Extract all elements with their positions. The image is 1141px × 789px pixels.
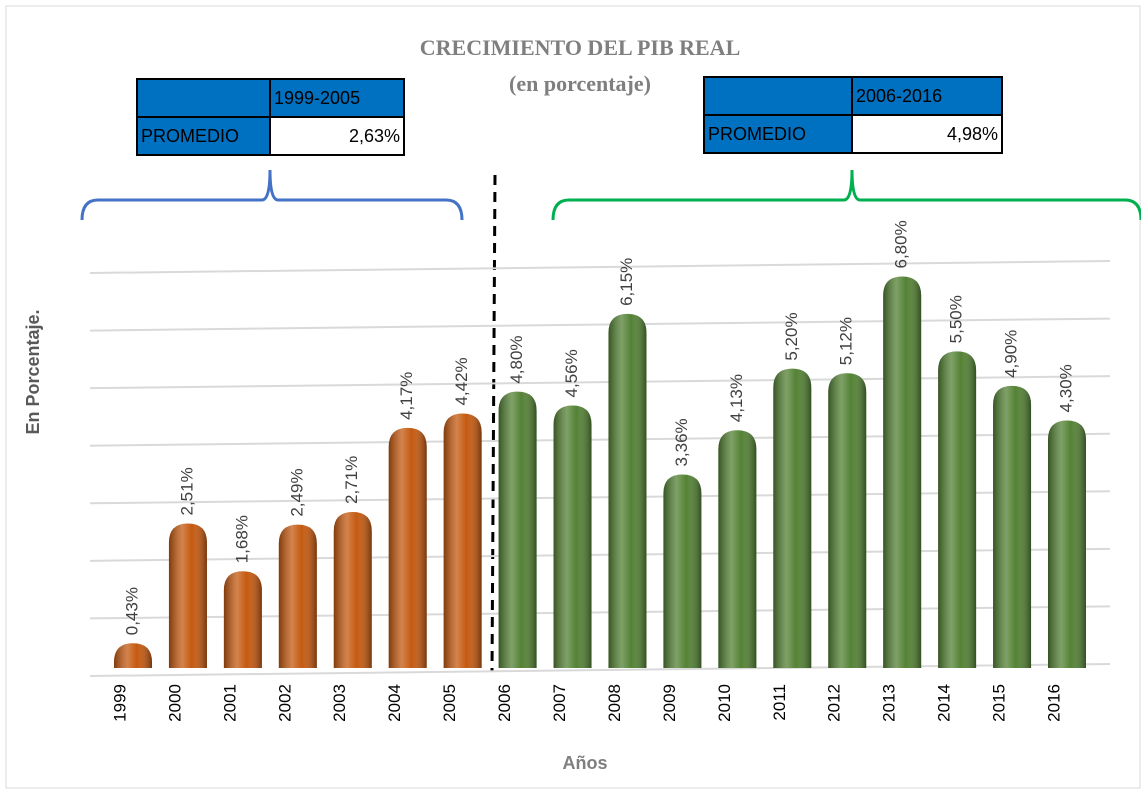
- bar-shade: [883, 276, 922, 668]
- chart-title: CRECIMIENTO DEL PIB REAL: [420, 35, 741, 60]
- x-tick-label: 2014: [935, 684, 954, 722]
- x-axis-label: Años: [563, 753, 608, 773]
- value-label: 4,80%: [507, 335, 526, 383]
- x-tick-label: 2001: [220, 684, 239, 722]
- x-tick-label: 2009: [660, 684, 679, 722]
- bar-shade: [223, 571, 262, 668]
- box-value: 4,98%: [947, 124, 998, 144]
- value-label: 5,12%: [837, 317, 856, 365]
- value-label: 4,56%: [562, 349, 581, 397]
- bar-shade: [443, 413, 482, 668]
- x-tick-label: 2013: [880, 684, 899, 722]
- value-label: 2,71%: [342, 456, 361, 504]
- value-label: 5,50%: [947, 295, 966, 343]
- x-tick-label: 2004: [385, 684, 404, 722]
- x-tick-label: 2003: [330, 684, 349, 722]
- bar-shade: [773, 368, 812, 668]
- bar-shade: [663, 474, 702, 668]
- x-tick-label: 2010: [715, 684, 734, 722]
- value-label: 4,90%: [1002, 330, 1021, 378]
- bar-shade: [498, 391, 537, 668]
- x-tick-label: 2015: [990, 684, 1009, 722]
- bar-shade: [938, 351, 977, 668]
- value-label: 6,15%: [617, 258, 636, 306]
- bracket: [551, 169, 1141, 221]
- value-label: 4,42%: [452, 357, 471, 405]
- box-value: 2,63%: [349, 126, 400, 146]
- value-label: 3,36%: [672, 418, 691, 466]
- x-tick-label: 1999: [110, 684, 129, 722]
- value-label: 4,17%: [397, 372, 416, 420]
- x-tick-label: 2006: [495, 684, 514, 722]
- value-label: 1,68%: [232, 515, 251, 563]
- box-period: 1999-2005: [274, 88, 360, 108]
- value-label: 2,49%: [287, 468, 306, 516]
- bracket: [80, 169, 464, 221]
- x-tick-label: 2012: [825, 684, 844, 722]
- grid-line: [89, 260, 1111, 274]
- divider: [490, 174, 497, 673]
- box-value-cell: [269, 116, 405, 156]
- value-label: 2,51%: [177, 467, 196, 515]
- x-tick-label: 2008: [605, 684, 624, 722]
- chart-subtitle: (en porcentaje): [509, 71, 651, 96]
- bar-shade: [828, 373, 867, 668]
- bar-shade: [168, 523, 207, 668]
- box-label: PROMEDIO: [708, 124, 806, 144]
- value-label: 6,80%: [892, 220, 911, 268]
- x-tick-label: 2016: [1044, 684, 1063, 722]
- box-label: PROMEDIO: [141, 126, 239, 146]
- value-label: 4,13%: [727, 374, 746, 422]
- x-tick-label: 2002: [275, 684, 294, 722]
- box-label-cell: [136, 116, 271, 156]
- x-tick-label: 2007: [550, 684, 569, 722]
- bar-shade: [718, 430, 757, 668]
- bar-shade: [388, 427, 427, 668]
- bar-shade: [114, 643, 152, 668]
- value-label: 0,43%: [122, 587, 141, 635]
- bar-shade: [278, 524, 317, 668]
- y-axis-label: En Porcentaje.: [23, 309, 43, 434]
- box-period: 2006-2016: [856, 86, 942, 106]
- value-label: 4,30%: [1056, 364, 1075, 412]
- x-tick-label: 2005: [440, 684, 459, 722]
- box-value-cell: [851, 114, 1003, 154]
- bar-shade: [333, 511, 372, 668]
- value-label: 5,20%: [782, 312, 801, 360]
- x-tick-label: 2000: [165, 684, 184, 722]
- grid-line: [89, 317, 1111, 332]
- x-tick-label: 2011: [770, 684, 789, 721]
- bar-shade: [993, 385, 1032, 668]
- bar-shade: [1048, 420, 1086, 668]
- bar-shade: [608, 313, 647, 668]
- bar-shade: [553, 405, 592, 668]
- frame: [5, 5, 1141, 789]
